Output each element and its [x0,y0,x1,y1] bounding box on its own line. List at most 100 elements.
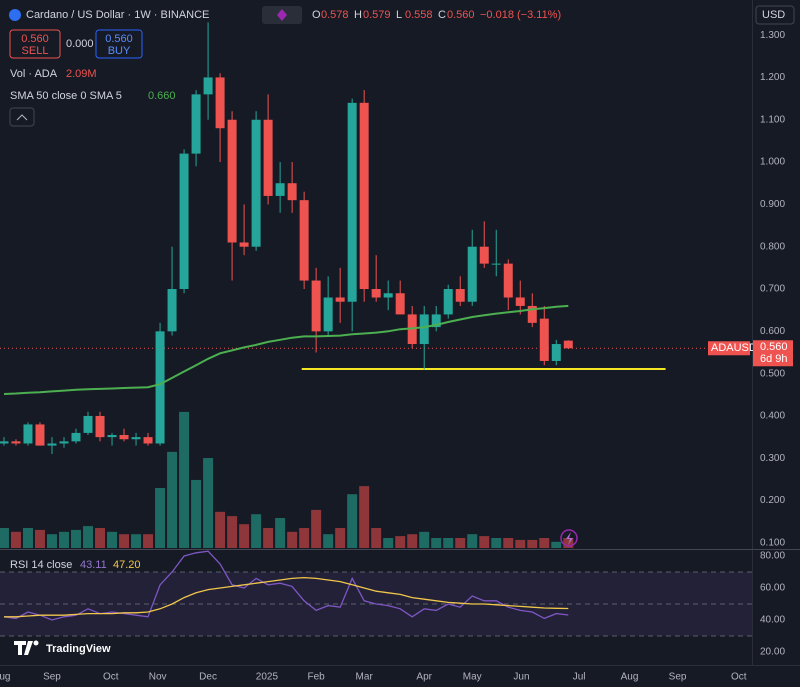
x-tick-label: Oct [103,672,119,683]
collapse-button[interactable] [9,107,35,127]
candle-body [59,441,69,444]
volume-bar [503,538,514,548]
ohlc-key: O [312,9,321,21]
candle-body [371,289,381,298]
candle-body [191,94,201,154]
candle-body [95,415,105,438]
icon [560,529,578,547]
rsi-tick-label: 60.00 [760,583,785,594]
volume-bar [527,539,538,548]
volume-bar [263,528,274,548]
sell-price: 0.560 [21,33,49,45]
rsi-tick-label: 80.00 [760,551,785,562]
candle-body [503,263,513,298]
spread: 0.000 [66,38,94,50]
volume-bar [34,529,45,548]
volume-bar [10,531,21,548]
sma-line [3,304,569,395]
chart-title: Cardano / US Dollar · 1W · BINANCE [26,9,209,21]
volume-value: 2.09M [66,68,97,80]
price-tag [753,340,793,367]
x-tick-label: Sep [43,672,61,683]
x-tick-label: Dec [199,672,217,683]
candle-body [167,289,177,332]
volume-bar [58,531,69,548]
logo-icon [14,641,33,655]
volume-bar [239,524,250,548]
candle-body [491,263,501,265]
ohlc-value: 0.579 [363,9,391,21]
currency: USD [762,9,785,21]
volume-bar [455,538,466,548]
rsi-value: 43.11 [80,559,107,571]
candle-body [287,183,297,201]
candle-body [131,437,141,440]
candle-body [455,289,465,302]
candle-body [275,183,285,196]
rsi-name: RSI 14 close [10,559,72,571]
y-tick-label: 0.900 [760,199,785,210]
volume-bar [227,516,238,548]
currency-button[interactable] [755,5,795,25]
volume-bar [203,458,214,548]
price-tag-symbol: ADAUSD [711,342,757,354]
candle-body [179,153,189,290]
ohlc-value: 0.578 [321,9,349,21]
buy-button[interactable] [95,29,143,59]
candle-body [83,415,93,433]
candle-body [311,280,321,332]
candle-body [107,435,117,438]
candle-body [11,441,21,444]
x-tick-label: Oct [731,672,747,683]
volume-bar [143,534,154,548]
candle-body [419,314,429,345]
volume-bar [443,538,454,548]
y-tick-label: 0.700 [760,284,785,295]
y-tick-label: 0.600 [760,326,785,337]
volume-bar [0,528,9,548]
candle-body [323,297,333,332]
candle-body [359,102,369,290]
x-tick-label: Nov [149,672,167,683]
candle-body [515,297,525,306]
y-tick-label: 0.500 [760,368,785,379]
x-tick-label: Jul [573,672,586,683]
rsi-line [3,550,569,621]
rsi-ma-value: 47.20 [113,559,141,571]
volume-bar [407,534,418,548]
price-tag [708,341,750,356]
volume-bar [515,539,526,548]
volume-bar [419,531,430,548]
sma-value: 0.660 [148,90,176,102]
candle-body [299,200,309,281]
volume-bar [467,534,478,548]
volume-bar [491,538,502,548]
y-tick-label: 1.100 [760,114,785,125]
y-tick-label: 0.300 [760,453,785,464]
candle-body [527,305,537,323]
price-tag-countdown: 6d 9h [760,353,788,365]
volume-bar [359,486,370,548]
sell-button[interactable] [9,29,61,59]
candle-body [347,102,357,302]
icon [277,9,287,21]
rsi-tick-label: 40.00 [760,615,785,626]
volume-bar [83,526,94,548]
volume-bar [215,511,226,548]
sell-label: SELL [22,45,49,57]
ohlc-key: C [438,9,446,21]
candle-body [479,246,489,264]
volume-bar [299,528,310,548]
candle-body [251,119,261,247]
volume-bar [287,531,298,548]
volume-bar [479,536,490,548]
volume-bar [323,534,334,548]
candle-body [143,437,153,444]
volume-bar [191,479,202,548]
ohlc-key: L [396,9,402,21]
volume-bar [431,538,442,548]
volume-bar [71,529,82,548]
y-tick-label: 1.200 [760,72,785,83]
x-tick-label: Mar [356,672,374,683]
